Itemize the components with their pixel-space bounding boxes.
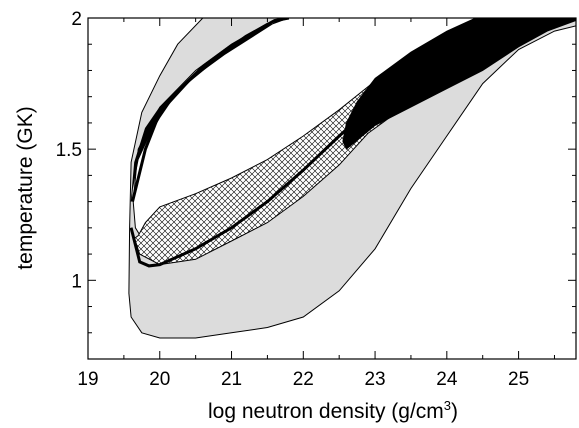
x-tick-label: 22 <box>293 369 314 390</box>
y-tick-label: 1.5 <box>56 140 82 161</box>
x-tick-label: 21 <box>221 369 242 390</box>
y-axis-label: temperature (GK) <box>14 106 37 269</box>
y-axis: 11.52 <box>56 9 576 334</box>
curve-1 <box>131 18 290 202</box>
plot-curves <box>129 18 484 268</box>
x-axis-label-sup: 3 <box>444 398 451 413</box>
plot-regions <box>128 18 576 339</box>
x-axis-label: log neutron density (g/cm3) <box>208 398 458 423</box>
x-axis-label-close: ) <box>451 400 458 423</box>
plot-frame <box>87 17 577 360</box>
x-tick-label: 20 <box>149 369 170 390</box>
x-tick-label: 24 <box>436 369 458 390</box>
region-gray-0 <box>128 18 576 339</box>
x-axis: 19 20 21 22 23 24 25 <box>77 18 555 390</box>
x-tick-label: 25 <box>508 369 529 390</box>
x-tick-label: 23 <box>364 369 385 390</box>
y-tick-label: 2 <box>71 9 82 30</box>
region-black-2 <box>342 18 576 150</box>
curve-0 <box>129 42 484 268</box>
y-tick-label: 1 <box>71 271 82 292</box>
x-axis-label-main: log neutron density (g/cm <box>208 400 444 423</box>
x-tick-label: 19 <box>77 369 98 390</box>
